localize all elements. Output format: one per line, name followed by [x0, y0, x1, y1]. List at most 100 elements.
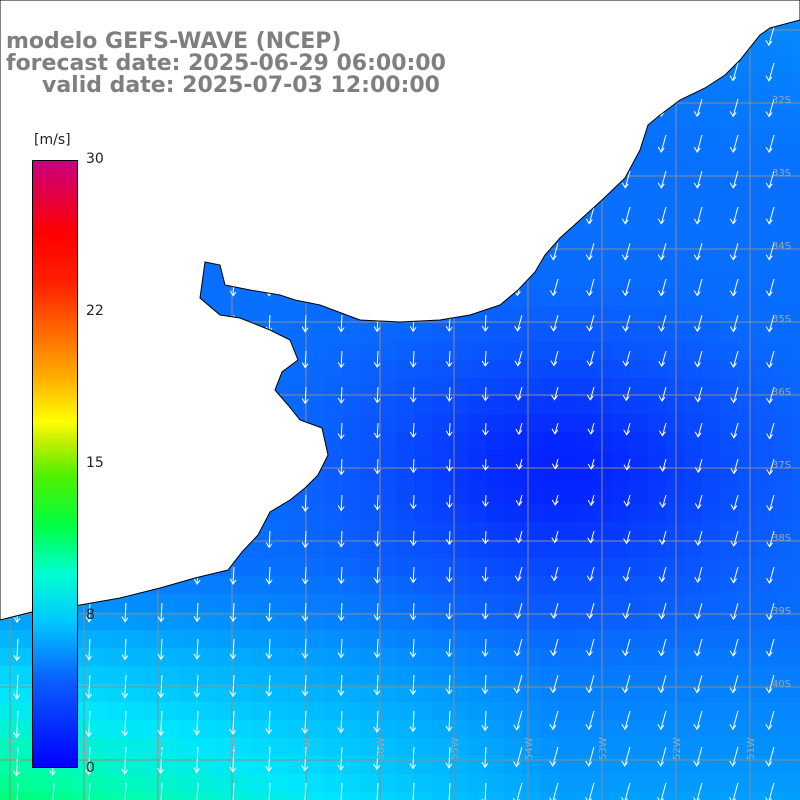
wind-speed-cell — [378, 630, 397, 649]
wind-speed-cell — [234, 720, 253, 739]
wind-speed-cell — [288, 666, 307, 685]
longitude-label: 51W — [746, 737, 757, 760]
wind-arrow — [693, 314, 703, 333]
wind-speed-cell — [504, 414, 523, 433]
wind-speed-cell — [252, 540, 271, 559]
wind-speed-cell — [702, 468, 721, 487]
latitude-label: 38S — [772, 533, 791, 544]
wind-arrow — [481, 710, 489, 732]
wind-speed-cell — [648, 126, 667, 145]
wind-speed-cell — [180, 792, 199, 800]
wind-speed-cell — [522, 486, 541, 505]
wind-speed-cell — [720, 666, 739, 685]
wind-speed-cell — [738, 756, 757, 775]
wind-speed-cell — [288, 324, 307, 343]
wind-arrow — [585, 710, 595, 731]
wind-speed-cell — [414, 342, 433, 361]
wind-speed-cell — [594, 270, 613, 289]
wind-arrow — [409, 530, 417, 547]
wind-speed-cell — [720, 738, 739, 757]
wind-speed-cell — [612, 630, 631, 649]
wind-arrow — [13, 674, 21, 700]
wind-speed-cell — [666, 522, 685, 541]
wind-speed-cell — [522, 540, 541, 559]
wind-arrow — [765, 242, 775, 261]
wind-arrow — [658, 566, 667, 583]
wind-speed-cell — [270, 594, 289, 613]
wind-speed-cell — [576, 324, 595, 343]
wind-speed-cell — [306, 306, 325, 325]
wind-speed-cell — [594, 396, 613, 415]
wind-speed-cell — [792, 126, 800, 145]
wind-speed-cell — [612, 306, 631, 325]
wind-speed-cell — [288, 396, 307, 415]
wind-speed-cell — [702, 504, 721, 523]
wind-speed-cell — [432, 396, 451, 415]
wind-arrow — [729, 134, 739, 154]
wind-speed-cell — [162, 684, 181, 703]
wind-speed-cell — [324, 504, 343, 523]
wind-speed-cell — [558, 522, 577, 541]
wind-speed-cell — [702, 666, 721, 685]
wind-speed-cell — [414, 576, 433, 595]
latitude-label: 34S — [772, 241, 791, 252]
wind-speed-cell — [468, 342, 487, 361]
wind-speed-cell — [684, 414, 703, 433]
wind-speed-cell — [558, 270, 577, 289]
wind-speed-cell — [594, 486, 613, 505]
wind-speed-cell — [738, 648, 757, 667]
wind-speed-cell — [702, 576, 721, 595]
wind-speed-cell — [486, 774, 505, 793]
wind-speed-cell — [378, 738, 397, 757]
wind-speed-cell — [720, 252, 739, 271]
wind-speed-cell — [522, 342, 541, 361]
wind-speed-cell — [774, 522, 793, 541]
wind-speed-cell — [0, 792, 19, 800]
wind-speed-cell — [594, 684, 613, 703]
wind-speed-cell — [558, 756, 577, 775]
wind-speed-cell — [630, 486, 649, 505]
wind-arrow — [337, 638, 345, 659]
wind-speed-cell — [540, 288, 559, 307]
wind-speed-cell — [738, 468, 757, 487]
wind-speed-cell — [720, 720, 739, 739]
wind-speed-cell — [504, 738, 523, 757]
wind-speed-cell — [756, 630, 775, 649]
wind-speed-cell — [18, 684, 37, 703]
wind-arrow — [409, 710, 417, 733]
wind-speed-cell — [378, 378, 397, 397]
wind-arrow — [337, 674, 345, 696]
wind-speed-cell — [108, 666, 127, 685]
wind-speed-cell — [738, 702, 757, 721]
wind-arrow — [337, 710, 345, 734]
wind-arrow — [13, 710, 21, 739]
wind-speed-cell — [522, 702, 541, 721]
wind-speed-cell — [324, 414, 343, 433]
wind-speed-cell — [666, 342, 685, 361]
wind-speed-cell — [612, 234, 631, 253]
wind-speed-cell — [522, 648, 541, 667]
wind-speed-cell — [738, 252, 757, 271]
wind-arrow — [157, 674, 165, 699]
wind-arrow — [621, 170, 631, 189]
wind-speed-cell — [180, 774, 199, 793]
wind-speed-cell — [540, 702, 559, 721]
wind-speed-cell — [468, 486, 487, 505]
wind-speed-cell — [486, 702, 505, 721]
wind-speed-cell — [504, 450, 523, 469]
wind-speed-cell — [504, 594, 523, 613]
wind-arrow — [337, 530, 345, 548]
wind-speed-cell — [702, 360, 721, 379]
wind-speed-cell — [684, 666, 703, 685]
wind-speed-cell — [450, 738, 469, 757]
wind-speed-cell — [594, 306, 613, 325]
wind-speed-cell — [432, 684, 451, 703]
wind-speed-cell — [702, 270, 721, 289]
wind-arrow — [301, 494, 309, 512]
wind-speed-cell — [216, 756, 235, 775]
wind-speed-cell — [342, 396, 361, 415]
wind-speed-cell — [90, 702, 109, 721]
wind-speed-cell — [648, 342, 667, 361]
wind-speed-cell — [612, 594, 631, 613]
wind-speed-cell — [630, 630, 649, 649]
